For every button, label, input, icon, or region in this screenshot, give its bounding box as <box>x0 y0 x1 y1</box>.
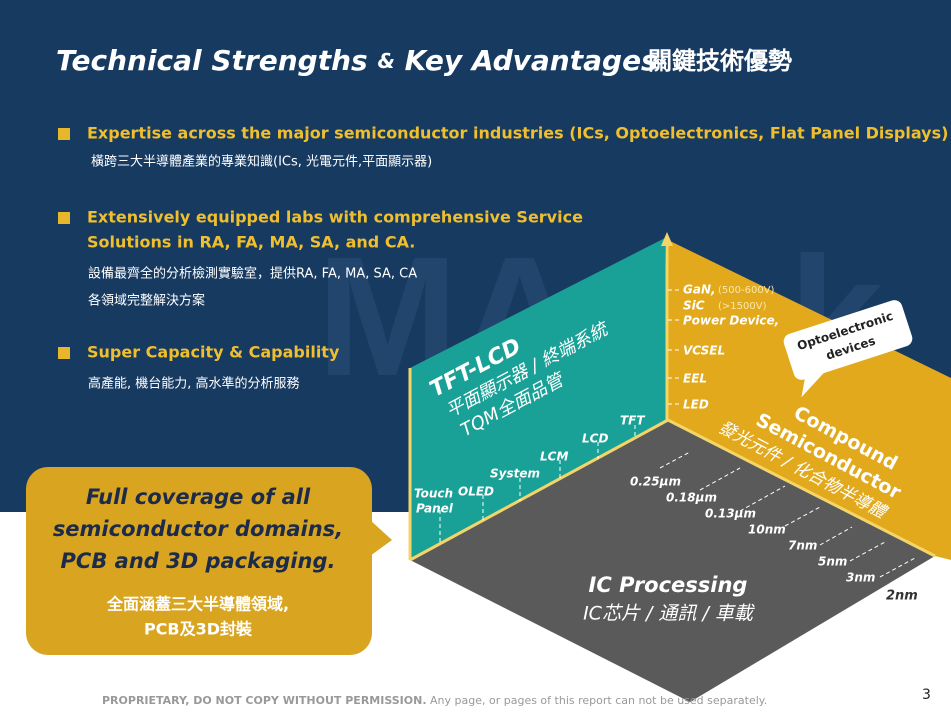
ic-sub: IC芯片 / 通訊 / 車載 <box>583 603 756 625</box>
callout-text: PCB and 3D packaging. <box>61 549 336 573</box>
label: EEL <box>683 372 707 386</box>
bullet-square <box>58 128 70 140</box>
callout: Full coverage of all semiconductor domain… <box>53 485 343 639</box>
label: OLED <box>458 485 494 499</box>
label: Power Device, <box>683 314 779 328</box>
tft-panel <box>410 238 668 560</box>
ic-title: IC Processing <box>589 573 748 597</box>
callout-text: semiconductor domains, <box>53 517 343 541</box>
label: Panel <box>416 502 454 516</box>
tft-labels: Touch Panel OLED System LCM LCD TFT <box>414 414 645 516</box>
title: Technical Strengths & Key Advantages <box>56 44 658 77</box>
bullet-sub: 各領域完整解決方案 <box>88 293 205 309</box>
compound-labels: GaN, (500-600V) SiC (>1500V) Power Devic… <box>683 283 779 412</box>
bullet-text: Extensively equipped labs with comprehen… <box>87 208 583 227</box>
callout-text: Full coverage of all <box>86 485 311 509</box>
label: LCD <box>582 432 608 446</box>
label: LED <box>683 398 709 412</box>
footer-bold: PROPRIETARY, DO NOT COPY WITHOUT PERMISS… <box>102 694 427 707</box>
axis <box>667 418 936 558</box>
ic-labels: 0.25μm 0.18μm 0.13μm 10nm 7nm 5nm 3nm 2n… <box>630 475 918 604</box>
callout-box <box>26 467 372 655</box>
footer: PROPRIETARY, DO NOT COPY WITHOUT PERMISS… <box>102 694 767 707</box>
label: 3nm <box>846 571 875 585</box>
label: 10nm <box>748 523 786 537</box>
bullet-square <box>58 212 70 224</box>
label: VCSEL <box>683 344 725 358</box>
label: (500-600V) <box>718 285 775 296</box>
label: 7nm <box>788 539 817 553</box>
page-number: 3 <box>922 687 931 703</box>
footer-text: Any page, or pages of this report can no… <box>430 694 767 707</box>
label: 5nm <box>818 555 847 569</box>
bullet-text: Super Capacity & Capability <box>87 343 340 362</box>
bullet-sub: 高產能, 機台能力, 高水準的分析服務 <box>88 376 300 392</box>
title-a: Technical Strengths <box>56 44 368 77</box>
bullet-sub: 橫跨三大半導體產業的專業知識(ICs, 光電元件,平面顯示器) <box>91 154 432 170</box>
bullet-square <box>58 347 70 359</box>
callout-sub: 全面涵蓋三大半導體領域, <box>106 595 289 614</box>
label: System <box>490 467 540 481</box>
label: (>1500V) <box>718 301 767 312</box>
label: Touch <box>414 487 453 501</box>
bullet-sub: 設備最齊全的分析檢測實驗室，提供RA, FA, MA, SA, CA <box>88 266 417 282</box>
bullet-text: Solutions in RA, FA, MA, SA, and CA. <box>87 233 415 252</box>
axis-arrow <box>661 232 673 246</box>
label: 0.25μm <box>630 475 681 489</box>
callout-sub: PCB及3D封裝 <box>144 620 253 639</box>
label: LCM <box>540 450 568 464</box>
title-zh: 關鍵技術優勢 <box>648 47 792 75</box>
compound-panel <box>668 240 951 560</box>
label: GaN, <box>683 283 716 297</box>
title-b: Key Advantages <box>405 44 658 77</box>
axis <box>409 418 669 562</box>
grid <box>439 289 936 586</box>
label: 2nm <box>886 589 918 604</box>
bullets: Expertise across the major semiconductor… <box>58 124 948 392</box>
callout-tail <box>370 520 392 556</box>
label: SiC <box>683 299 705 313</box>
bubble-box <box>783 300 913 380</box>
title-amp: & <box>377 49 394 73</box>
bullet-text: Expertise across the major semiconductor… <box>87 124 948 143</box>
label: 0.18μm <box>666 491 717 505</box>
label: 0.13μm <box>705 507 756 521</box>
label: TFT <box>620 414 645 428</box>
